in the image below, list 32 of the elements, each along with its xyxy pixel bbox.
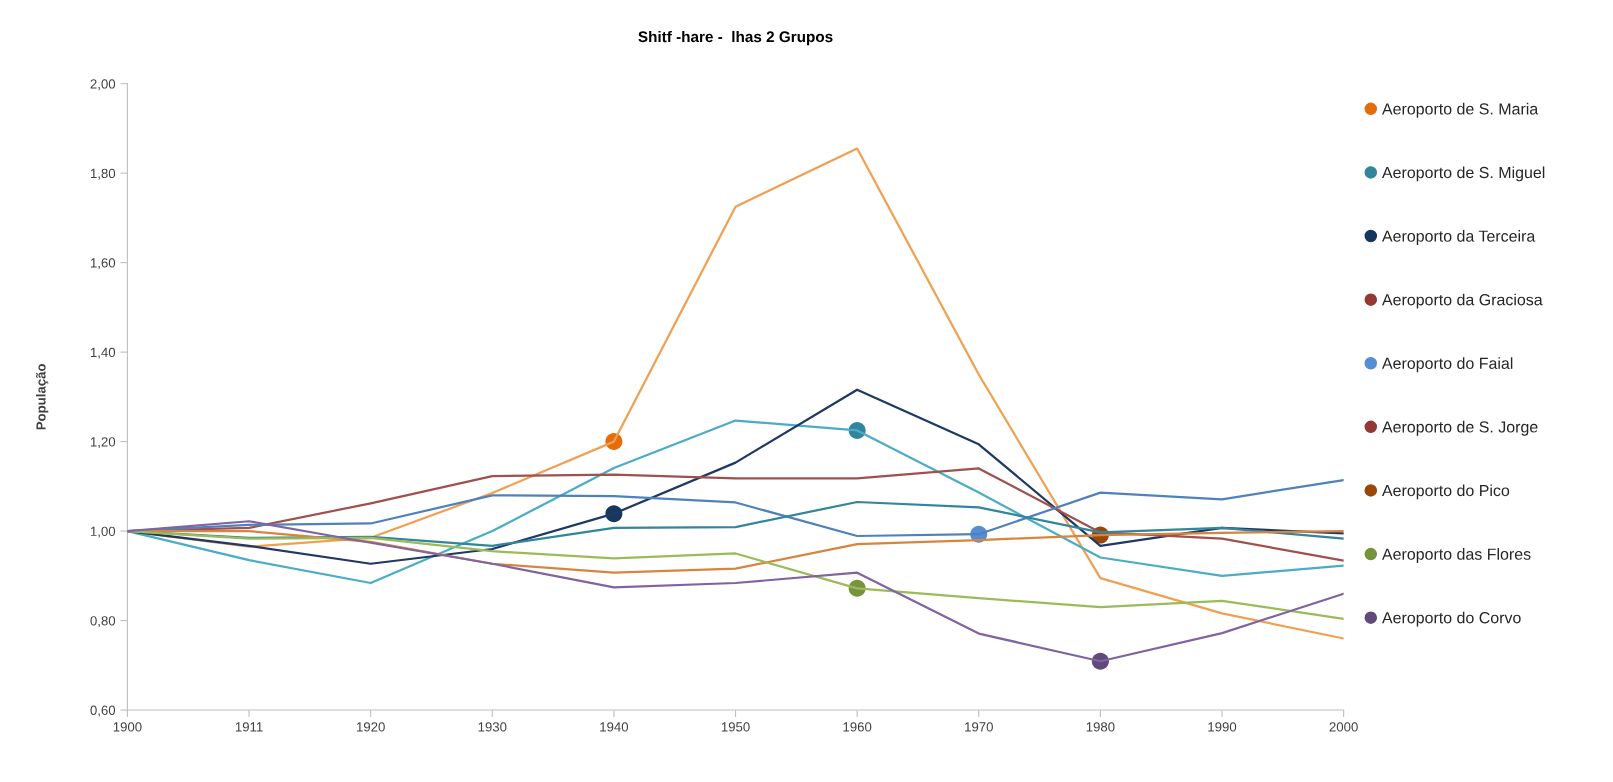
line-series (127, 388, 1344, 565)
y-tick-label: 1,00 (90, 526, 116, 538)
y-tick-label: 0,80 (90, 616, 116, 628)
legend-label: Aeroporto de S. Jorge (1381, 420, 1538, 436)
y-tick-label: 1,80 (90, 168, 116, 180)
x-tick-label: 2000 (1329, 722, 1358, 732)
x-tick-label: 1960 (843, 722, 872, 732)
x-tick-label: 1940 (600, 722, 629, 732)
line-series (127, 419, 1344, 585)
legend-label: Aeroporto de S. Maria (1381, 102, 1539, 118)
y-tick-label: 2,00 (90, 79, 116, 91)
x-tick-label: 1911 (235, 722, 263, 732)
y-axis-title: População (35, 364, 49, 430)
x-tick-label: 1980 (1086, 722, 1115, 732)
x-tick-label: 1950 (721, 722, 750, 732)
legend-label: Aeroporto do Corvo (1381, 611, 1521, 627)
y-tick-label: 1,60 (90, 258, 116, 270)
y-tick-label: 0,60 (90, 705, 116, 717)
legend-label: Aeroporto da Terceira (1381, 230, 1536, 245)
legend-label: Aeroporto da Graciosa (1381, 293, 1543, 309)
x-tick-label: 1990 (1208, 722, 1237, 732)
legend-label: Aeroporto do Pico (1381, 484, 1510, 500)
legend-label: Aeroporto das Flores (1381, 548, 1531, 563)
legend-label: Aeroporto do Faial (1381, 357, 1513, 373)
x-tick-label: 1900 (113, 722, 142, 732)
y-tick-label: 1,20 (90, 437, 116, 449)
x-tick-label: 1970 (965, 722, 993, 732)
legend-label: Aeroporto de S. Miguel (1381, 166, 1545, 182)
x-tick-label: 1920 (357, 722, 385, 732)
chart-title: Shitf -hare - lhas 2 Grupos (638, 30, 833, 46)
x-tick-label: 1930 (478, 722, 507, 732)
y-tick-label: 1,40 (90, 347, 116, 359)
